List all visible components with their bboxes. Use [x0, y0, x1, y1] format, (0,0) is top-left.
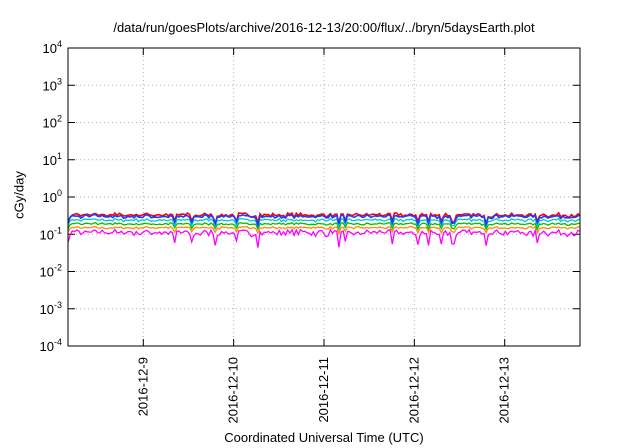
y-tick-label: 101	[43, 151, 62, 168]
series-line	[67, 228, 581, 248]
y-tick-label: 100	[43, 188, 62, 205]
series-line	[67, 217, 581, 230]
x-tick-label: 2016-12-9	[135, 357, 150, 416]
x-tick-label: 2016-12-10	[226, 357, 241, 424]
y-tick-label: 102	[43, 114, 62, 131]
plot-frame	[67, 47, 581, 347]
series-line	[67, 221, 581, 231]
y-tick-label: 104	[43, 39, 62, 56]
series-line	[67, 211, 581, 227]
y-tick-label: 103	[43, 76, 62, 93]
x-tick-label: 2016-12-13	[497, 357, 512, 424]
y-tick-label: 10-2	[40, 263, 62, 280]
series-line	[67, 225, 580, 236]
y-tick-label: 10-3	[40, 300, 62, 317]
chart-title: /data/run/goesPlots/archive/2016-12-13/2…	[113, 20, 535, 35]
series-line	[67, 213, 581, 229]
x-axis-label: Coordinated Universal Time (UTC)	[224, 430, 424, 445]
x-tick-label: 2016-12-12	[406, 357, 421, 424]
y-tick-label: 10-1	[40, 225, 62, 242]
y-tick-label: 10-4	[40, 337, 62, 354]
x-tick-label: 2016-12-11	[316, 357, 331, 423]
